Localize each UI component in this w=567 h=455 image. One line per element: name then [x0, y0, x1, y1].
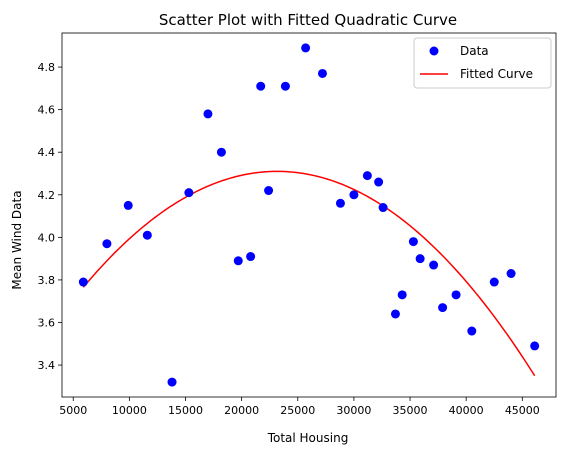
x-tick-label-10000: 10000 [112, 404, 147, 417]
legend: Data Fitted Curve [413, 37, 552, 89]
x-tick-label-15000: 15000 [168, 404, 203, 417]
y-tick-label-4.8: 4.8 [38, 61, 56, 74]
x-tick-label-25000: 25000 [280, 404, 315, 417]
data-point-9 [246, 252, 256, 262]
chart-title: Scatter Plot with Fitted Quadratic Curve [159, 11, 457, 29]
data-point-26 [451, 290, 461, 300]
y-tick-label-4.6: 4.6 [38, 104, 56, 117]
x-tick-label-35000: 35000 [393, 404, 428, 417]
data-point-13 [301, 43, 311, 53]
data-point-7 [216, 147, 226, 157]
y-tick-label-4.4: 4.4 [38, 146, 56, 159]
data-point-10 [256, 81, 266, 91]
y-tick-label-3.8: 3.8 [38, 274, 56, 287]
data-point-12 [280, 81, 290, 91]
data-point-3 [142, 230, 152, 240]
data-point-24 [429, 260, 439, 270]
data-point-27 [467, 326, 477, 336]
data-point-4 [167, 377, 177, 387]
data-point-0 [78, 277, 88, 287]
data-point-17 [362, 171, 372, 181]
data-point-5 [184, 188, 194, 198]
data-point-23 [415, 254, 425, 264]
y-tick-label-3.4: 3.4 [38, 359, 56, 372]
plot-frame [61, 32, 557, 398]
data-point-18 [374, 177, 384, 187]
data-point-14 [317, 68, 327, 78]
data-point-6 [203, 109, 213, 119]
x-tick-label-30000: 30000 [336, 404, 371, 417]
x-tick-label-45000: 45000 [505, 404, 540, 417]
data-point-2 [123, 200, 133, 210]
data-point-16 [349, 190, 359, 200]
x-axis-label: Total Housing [267, 431, 349, 445]
data-point-11 [264, 186, 274, 196]
data-point-30 [530, 341, 540, 351]
data-point-20 [390, 309, 400, 319]
data-point-25 [438, 303, 448, 313]
data-point-19 [378, 203, 388, 213]
data-point-15 [335, 198, 345, 208]
y-tick-label-4.2: 4.2 [38, 189, 56, 202]
data-point-8 [233, 256, 243, 266]
legend-box [413, 37, 552, 89]
legend-label-fitted-curve: Fitted Curve [460, 67, 533, 81]
x-tick-label-5000: 5000 [59, 404, 87, 417]
data-point-22 [408, 237, 418, 247]
plot-area: 5000 10000 15000 20000 25000 30000 35000 40000 4… [38, 32, 557, 417]
data-point-28 [489, 277, 499, 287]
data-point-1 [102, 239, 112, 249]
legend-marker-data [429, 46, 439, 56]
x-tick-label-20000: 20000 [224, 404, 259, 417]
y-tick-label-3.6: 3.6 [38, 316, 56, 329]
y-tick-label-4: 4.0 [38, 231, 56, 244]
data-point-29 [506, 269, 516, 279]
y-axis-label: Mean Wind Data [10, 190, 24, 289]
data-point-21 [397, 290, 407, 300]
legend-label-data: Data [460, 44, 489, 58]
x-tick-label-40000: 40000 [449, 404, 484, 417]
fitted-curve-line [82, 170, 536, 377]
